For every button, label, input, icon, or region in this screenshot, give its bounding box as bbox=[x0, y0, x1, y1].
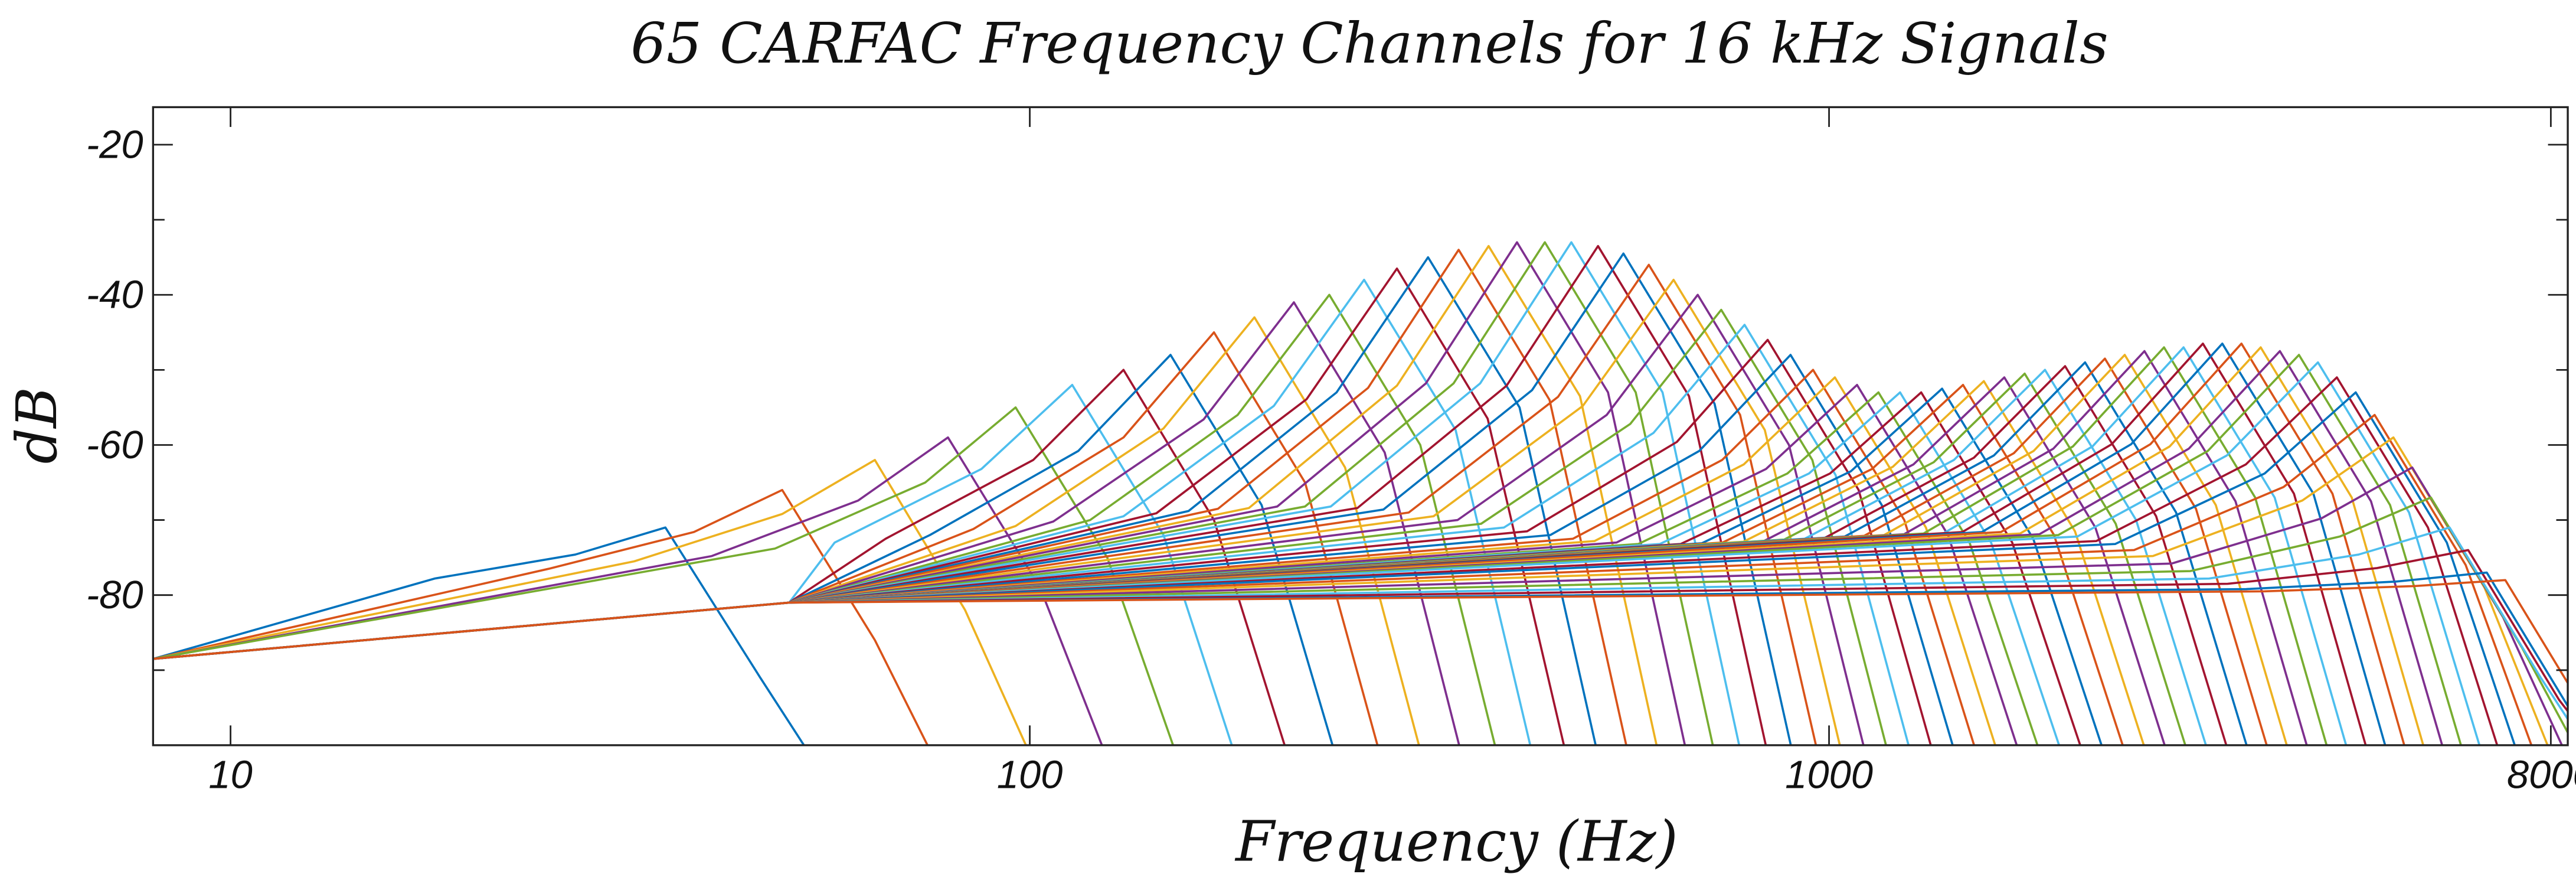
channel-line bbox=[153, 436, 1103, 745]
y-axis-label: dB bbox=[5, 387, 70, 464]
plot-lines bbox=[153, 241, 2568, 745]
channel-line bbox=[153, 406, 1175, 745]
y-tick-label: -40 bbox=[86, 273, 143, 317]
y-tick-label: -80 bbox=[86, 573, 143, 617]
channel-line bbox=[153, 459, 1027, 745]
channel-line bbox=[153, 579, 2568, 686]
x-tick-label: 1000 bbox=[1785, 752, 1873, 797]
x-tick-label: 100 bbox=[997, 752, 1063, 797]
x-tick-label: 8000 bbox=[2507, 752, 2576, 797]
plot-frame bbox=[152, 106, 2569, 746]
x-tick-label: 10 bbox=[208, 752, 252, 797]
x-axis-label: Frequency (Hz) bbox=[1234, 809, 1678, 874]
chart-title: 65 CARFAC Frequency Channels for 16 kHz … bbox=[630, 11, 2108, 76]
channel-line bbox=[153, 488, 929, 745]
channel-line bbox=[153, 526, 806, 745]
y-tick-label: -60 bbox=[86, 423, 143, 467]
y-tick-label: -20 bbox=[86, 122, 143, 167]
